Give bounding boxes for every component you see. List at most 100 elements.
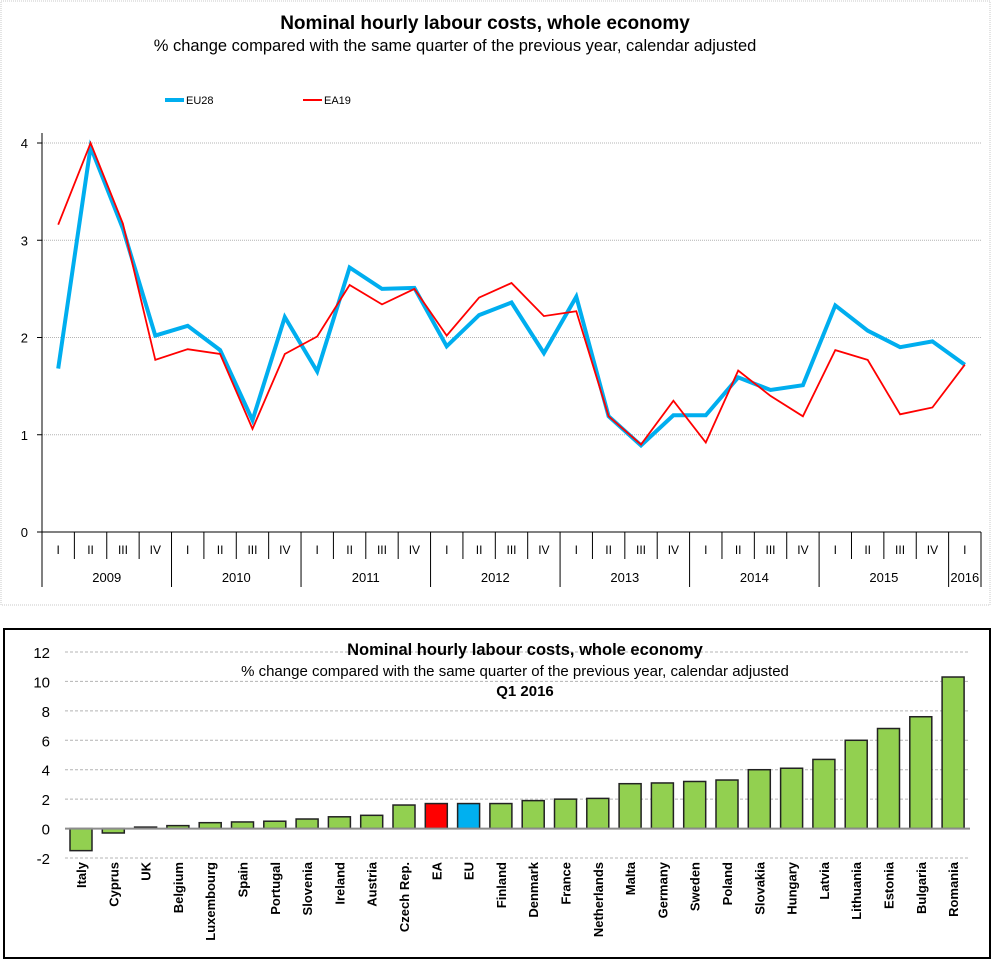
category-label: Italy (74, 861, 89, 888)
chart-frame (1, 1, 990, 605)
quarter-label: I (316, 543, 319, 557)
bar-italy (70, 829, 92, 851)
category-label: Latvia (817, 861, 832, 899)
quarter-label: III (895, 543, 905, 557)
series-lines (58, 143, 965, 445)
y-tick-label: 0 (21, 525, 28, 540)
category-label: Denmark (526, 861, 541, 917)
quarter-label: I (704, 543, 707, 557)
category-label: Spain (236, 862, 251, 897)
y-tick-label: 6 (42, 733, 50, 750)
bar-finland (490, 804, 512, 829)
quarter-label: III (636, 543, 646, 557)
quarter-label: IV (409, 543, 420, 557)
legend-label-eu28: EU28 (186, 95, 214, 107)
category-label: Cyprus (106, 862, 121, 907)
category-label: EA (429, 861, 444, 880)
quarter-label: II (735, 543, 742, 557)
bar-france (555, 799, 577, 828)
y-tick-label: 2 (21, 331, 28, 346)
year-label: 2013 (610, 570, 639, 585)
chart-subtitle: % change compared with the same quarter … (154, 37, 757, 55)
bar-chart-panel: -2 0 2 4 6 8 10 12 Nominal hourly labour costs,… (0, 625, 1000, 963)
quarter-label: IV (538, 543, 549, 557)
bar-denmark (522, 801, 544, 829)
bar-poland (716, 780, 738, 829)
category-label: France (559, 862, 574, 905)
bar-germany (651, 783, 673, 829)
bar-portugal (264, 821, 286, 828)
bar-ea (425, 804, 447, 829)
bar-sweden (684, 781, 706, 828)
quarter-label: IV (668, 543, 679, 557)
category-label: Luxembourg (203, 862, 218, 941)
bar-hungary (781, 768, 803, 828)
quarter-label: III (506, 543, 516, 557)
category-label: EU (462, 862, 477, 880)
category-label: Portugal (268, 862, 283, 915)
y-tick-label: 8 (42, 704, 50, 721)
year-label: 2016 (950, 570, 979, 585)
y-tick-label: 10 (33, 674, 50, 691)
category-label: Lithuania (849, 861, 864, 920)
y-tick-label: 4 (21, 136, 28, 151)
quarter-label: III (247, 543, 257, 557)
chart-period: Q1 2016 (496, 683, 554, 700)
category-label: Belgium (171, 862, 186, 913)
quarter-label: II (476, 543, 483, 557)
year-label: 2011 (352, 570, 380, 585)
quarter-label: IV (927, 543, 938, 557)
quarter-label: I (57, 543, 60, 557)
quarter-label: I (186, 543, 189, 557)
bar-romania (942, 677, 964, 829)
category-label: Sweden (688, 862, 703, 911)
y-tick-label: 0 (42, 822, 50, 839)
y-tick-label: 3 (21, 233, 28, 248)
bar-austria (361, 815, 383, 828)
line-chart-panel: Nominal hourly labour costs, whole econo… (0, 0, 1000, 610)
bar-eu (458, 804, 480, 829)
quarter-label: I (445, 543, 448, 557)
bar-bulgaria (910, 717, 932, 829)
category-label: UK (139, 861, 154, 880)
category-label: Czech Rep. (397, 862, 412, 932)
quarter-label: II (346, 543, 353, 557)
y-tick-label: 2 (42, 792, 50, 809)
y-tick-label: 4 (42, 763, 50, 780)
quarter-label: III (118, 543, 128, 557)
bar-lithuania (845, 740, 867, 828)
category-label: Bulgaria (914, 861, 929, 914)
category-label: Finland (494, 862, 509, 908)
chart-title: Nominal hourly labour costs, whole econo… (280, 13, 690, 34)
chart-subtitle: % change compared with the same quarter … (241, 663, 789, 680)
y-tick-label: 1 (21, 428, 28, 443)
category-label: Poland (720, 862, 735, 905)
category-label: Austria (365, 861, 380, 907)
y-tick-label: -2 (37, 851, 50, 868)
line-chart: Nominal hourly labour costs, whole econo… (0, 0, 1000, 610)
year-label: 2009 (92, 570, 121, 585)
chart-title: Nominal hourly labour costs, whole econo… (347, 641, 704, 659)
year-label: 2010 (222, 570, 251, 585)
quarter-label: III (377, 543, 387, 557)
bar-chart: -2 0 2 4 6 8 10 12 Nominal hourly labour costs,… (0, 625, 1000, 963)
bar-estonia (878, 729, 900, 829)
gridlines (42, 143, 981, 435)
year-label: 2014 (740, 570, 769, 585)
bar-netherlands (587, 798, 609, 828)
category-label: Germany (655, 861, 670, 918)
category-label: Slovakia (752, 861, 767, 915)
quarter-label: I (834, 543, 837, 557)
series-line-ea19 (58, 143, 965, 445)
category-label: Ireland (332, 862, 347, 905)
y-tick-label: 12 (33, 645, 50, 662)
quarter-label: I (575, 543, 578, 557)
legend: EU28 EA19 (165, 95, 351, 107)
bar-malta (619, 784, 641, 829)
quarter-label: II (87, 543, 94, 557)
quarter-label: II (217, 543, 224, 557)
quarter-label: II (864, 543, 871, 557)
category-label: Netherlands (591, 862, 606, 937)
y-axis: 0 1 2 3 4 (21, 133, 42, 540)
